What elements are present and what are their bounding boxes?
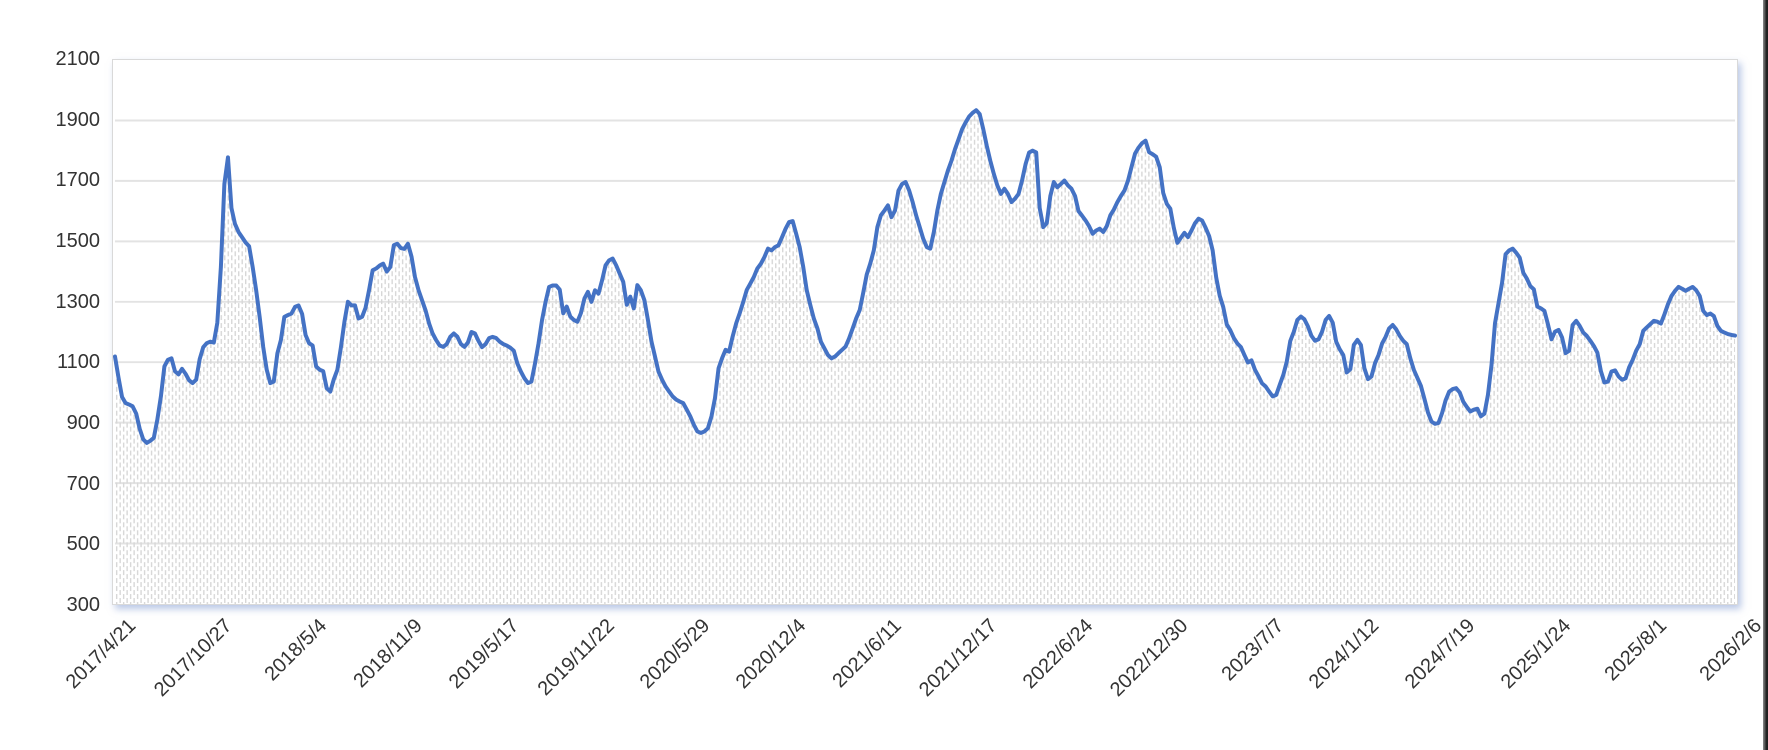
y-axis-label: 1100 [56, 351, 100, 374]
y-axis-label: 2100 [55, 48, 101, 70]
chart-canvas-svg [113, 108, 1737, 604]
x-axis-label: 2024/1/12 [1305, 614, 1384, 694]
x-axis-label: 2022/12/30 [1106, 614, 1193, 702]
series-line [113, 108, 1737, 445]
x-axis-label: 2017/10/27 [149, 614, 236, 702]
x-axis-label: 2017/4/21 [61, 614, 141, 694]
x-axis-label: 2019/11/22 [533, 614, 619, 701]
y-axis-label: 500 [66, 533, 100, 556]
y-axis-label: 1500 [55, 230, 101, 252]
y-axis-label: 1700 [55, 169, 101, 192]
window-edge-strip [1763, 0, 1768, 750]
x-axis-label: 2020/12/4 [731, 614, 810, 694]
x-axis-label: 2023/7/7 [1217, 614, 1289, 686]
y-axis-label: 700 [66, 472, 100, 495]
x-axis-label: 2021/12/17 [914, 614, 1002, 702]
x-axis-label: 2024/7/19 [1400, 614, 1480, 694]
x-axis-label: 2019/5/17 [444, 614, 523, 694]
x-axis-label: 2025/1/24 [1496, 614, 1575, 694]
x-axis-label: 2018/11/9 [349, 614, 428, 693]
y-axis-label: 900 [66, 412, 100, 434]
x-axis-label: 2026/2/6 [1695, 614, 1767, 686]
x-axis-label: 2018/5/4 [260, 614, 332, 686]
y-axis-label: 1900 [55, 108, 101, 131]
y-axis-label: 300 [66, 594, 100, 616]
x-axis-label: 2021/6/11 [828, 614, 906, 693]
plot-area [112, 59, 1738, 605]
y-axis-label: 1300 [55, 290, 101, 313]
area-fill [114, 110, 1736, 604]
x-axis-label: 2020/5/29 [635, 614, 715, 694]
x-axis-label: 2022/6/24 [1018, 614, 1097, 694]
x-axis-label: 2025/8/1 [1600, 614, 1671, 686]
